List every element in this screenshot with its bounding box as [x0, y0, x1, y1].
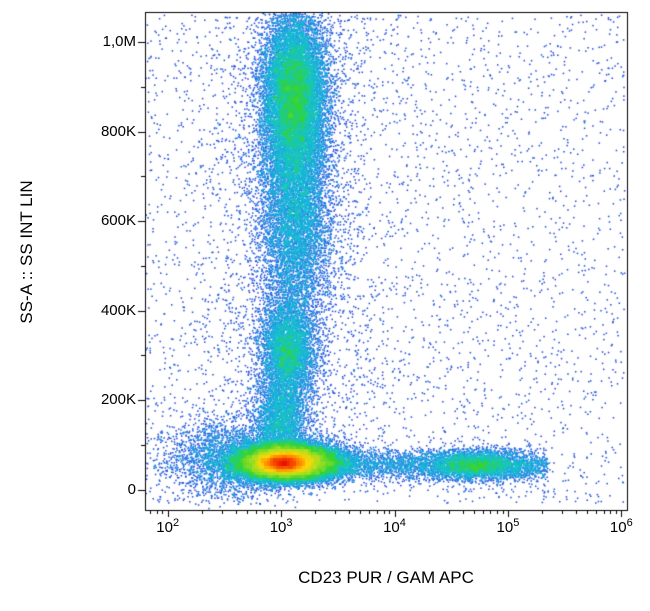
y-tick-label: 800K — [100, 122, 136, 140]
y-tick-label: 400K — [100, 301, 136, 319]
x-tick-label: 104 — [383, 517, 406, 537]
x-tick-label: 103 — [269, 517, 293, 537]
x-tick-label: 105 — [496, 517, 520, 537]
y-tick-label: 200K — [100, 391, 136, 409]
y-tick-label: 1,0M — [102, 33, 136, 50]
y-tick-label: 600K — [100, 212, 136, 230]
x-axis-label: CD23 PUR / GAM APC — [298, 568, 474, 587]
x-tick-label: 106 — [609, 517, 633, 537]
x-tick-label: 102 — [156, 517, 180, 537]
y-tick-label: 0 — [127, 480, 136, 498]
